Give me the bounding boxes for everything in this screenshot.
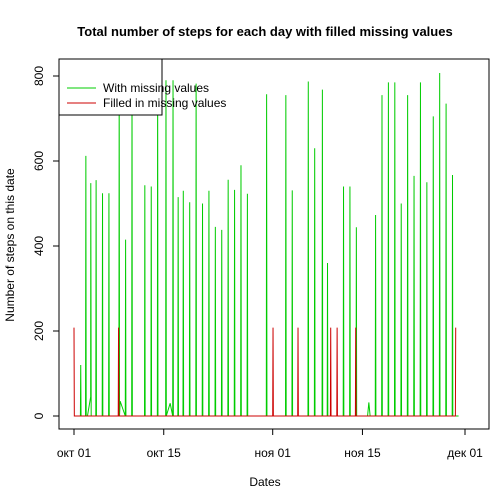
legend: With missing values Filled in missing va… xyxy=(59,59,226,115)
legend-label-filled: Filled in missing values xyxy=(103,96,226,110)
y-tick-label: 400 xyxy=(32,236,46,256)
series-layer xyxy=(74,73,459,416)
x-tick-label: ноя 01 xyxy=(254,446,291,460)
y-tick-label: 800 xyxy=(32,66,46,86)
x-tick-label: окт 01 xyxy=(57,446,92,460)
y-axis-label: Number of steps on this date xyxy=(3,168,17,322)
y-tick-label: 600 xyxy=(32,151,46,171)
y-tick-label: 0 xyxy=(32,412,46,419)
x-tick-label: дек 01 xyxy=(447,446,483,460)
y-axis: 0 200 400 600 800 xyxy=(32,66,59,420)
x-tick-label: окт 15 xyxy=(147,446,182,460)
x-axis: окт 01 окт 15 ноя 01 ноя 15 дек 01 xyxy=(57,429,483,460)
x-axis-label: Dates xyxy=(249,475,280,489)
series-line-0 xyxy=(74,73,459,416)
chart-title: Total number of steps for each day with … xyxy=(77,24,452,39)
legend-label-with-missing: With missing values xyxy=(103,81,209,95)
y-tick-label: 200 xyxy=(32,321,46,341)
x-tick-label: ноя 15 xyxy=(344,446,381,460)
